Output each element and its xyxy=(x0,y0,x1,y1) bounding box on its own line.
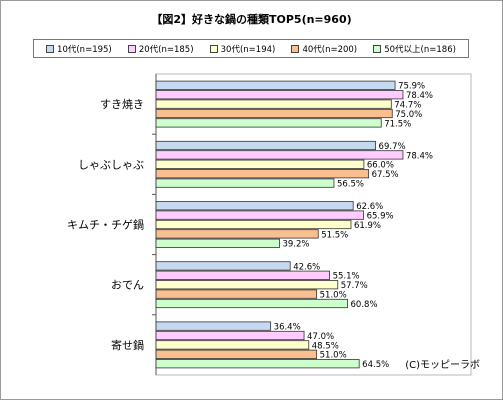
bar xyxy=(155,159,365,169)
data-label: 64.5% xyxy=(362,360,389,370)
legend: 10代(n=195) 20代(n=185) 30代(n=194) 40代(n=200)… xyxy=(33,39,469,58)
bar xyxy=(155,270,330,280)
data-label: 51.0% xyxy=(320,291,347,301)
bar xyxy=(155,349,318,359)
bar xyxy=(155,321,272,331)
category-label: しゃぶしゃぶ xyxy=(78,158,144,171)
legend-label: 40代(n=200) xyxy=(302,44,358,55)
data-label: 74.7% xyxy=(394,101,421,111)
bar xyxy=(155,261,291,271)
legend-swatch xyxy=(46,44,55,53)
legend-item: 20代(n=185) xyxy=(127,43,194,55)
data-label: 36.4% xyxy=(274,323,301,333)
bar xyxy=(155,90,404,100)
legend-label: 20代(n=185) xyxy=(138,44,194,55)
data-label: 39.2% xyxy=(282,240,309,250)
legend-item: 30代(n=194) xyxy=(209,43,276,55)
data-label: 42.6% xyxy=(293,262,320,272)
bar xyxy=(155,201,354,211)
category-label: おでん xyxy=(111,279,144,292)
chart-title: 【図2】好きな鍋の種類TOP5(n=960) xyxy=(151,13,352,26)
bar xyxy=(155,289,318,299)
data-label: 75.0% xyxy=(395,110,422,120)
data-label: 57.7% xyxy=(341,281,368,291)
data-label: 69.7% xyxy=(379,142,406,152)
data-label: 78.4% xyxy=(406,91,433,101)
data-label: 47.0% xyxy=(307,332,334,342)
legend-item: 50代以上(n=186) xyxy=(373,43,456,55)
category-label: 寄せ鍋 xyxy=(111,338,144,352)
bar xyxy=(155,108,393,119)
bar xyxy=(155,280,339,290)
bar xyxy=(155,99,392,109)
category-label: キムチ・チゲ鍋 xyxy=(67,218,144,232)
bar xyxy=(155,330,305,341)
bar xyxy=(155,229,319,239)
data-label: 71.5% xyxy=(384,119,411,129)
data-label: 48.5% xyxy=(312,341,339,351)
data-label: 78.4% xyxy=(406,151,433,161)
credit-text: (C)モッピーラボ xyxy=(405,360,480,371)
data-label: 51.0% xyxy=(320,351,347,361)
legend-item: 10代(n=195) xyxy=(46,43,112,55)
data-label: 56.5% xyxy=(337,180,364,190)
data-label: 66.0% xyxy=(367,161,394,171)
bar xyxy=(155,210,364,220)
bar xyxy=(155,169,370,179)
bar xyxy=(155,118,382,128)
legend-swatch xyxy=(209,44,218,53)
bar xyxy=(155,140,376,151)
bar xyxy=(155,150,404,160)
bar xyxy=(155,219,352,230)
legend-label: 30代(n=194) xyxy=(220,44,276,55)
legend-swatch xyxy=(291,44,300,53)
data-label: 65.9% xyxy=(367,212,394,222)
bar xyxy=(155,80,396,90)
data-label: 60.8% xyxy=(351,300,378,310)
legend-swatch xyxy=(373,44,382,53)
legend-item: 40代(n=200) xyxy=(291,43,357,55)
category-label: すき焼き xyxy=(100,98,144,111)
bar xyxy=(155,359,360,369)
bar xyxy=(155,340,310,350)
legend-label: 10代(n=195) xyxy=(57,44,112,55)
legend-label: 50代以上(n=186) xyxy=(384,44,456,55)
bar xyxy=(155,178,335,188)
data-label: 61.9% xyxy=(354,221,381,231)
data-label: 51.5% xyxy=(321,230,348,240)
data-label: 62.6% xyxy=(356,202,383,212)
data-label: 55.1% xyxy=(333,272,360,282)
legend-swatch xyxy=(127,44,136,53)
data-label: 75.9% xyxy=(398,82,425,92)
bar xyxy=(155,238,280,248)
data-label: 67.5% xyxy=(372,170,399,180)
bar xyxy=(155,298,348,309)
